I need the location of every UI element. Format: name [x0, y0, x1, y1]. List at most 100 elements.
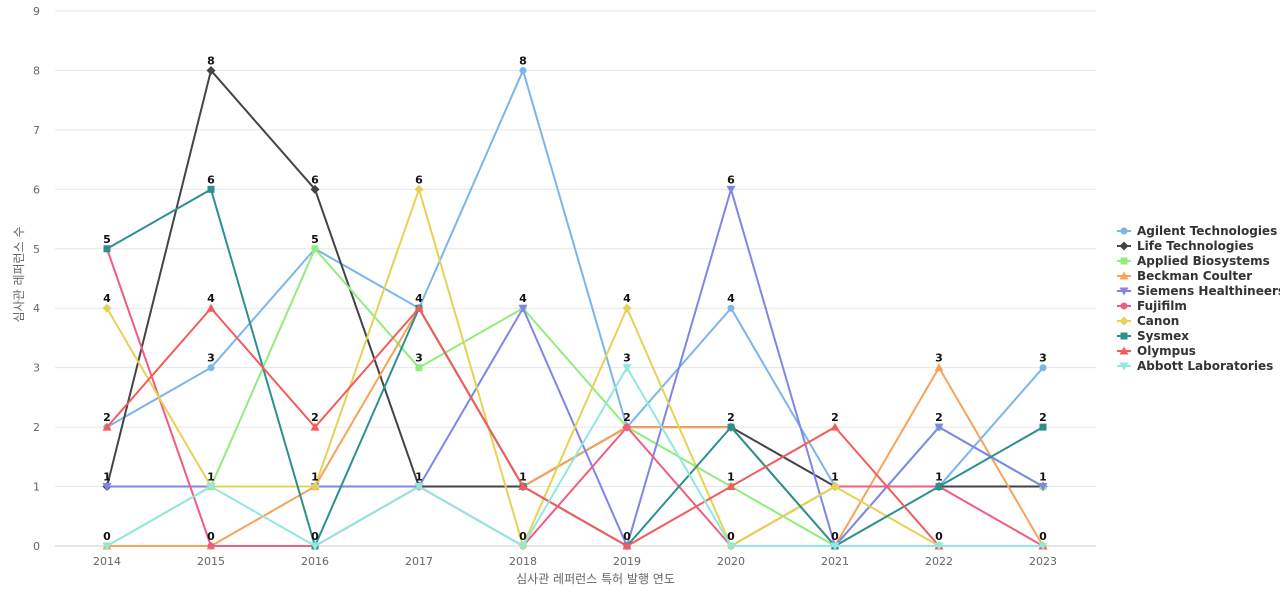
- data-point[interactable]: [102, 422, 112, 431]
- data-point[interactable]: [726, 482, 736, 491]
- data-label: 2: [831, 411, 839, 424]
- legend-label: Fujifilm: [1137, 299, 1187, 313]
- data-point[interactable]: [1038, 542, 1048, 551]
- data-label: 6: [311, 173, 319, 186]
- x-tick-label: 2016: [301, 555, 329, 568]
- legend-marker: [1119, 316, 1129, 326]
- data-point[interactable]: [830, 542, 840, 551]
- y-tick-label: 6: [33, 183, 40, 196]
- data-point[interactable]: [102, 542, 112, 551]
- data-label: 5: [103, 233, 111, 246]
- legend-item[interactable]: Olympus: [1117, 344, 1196, 358]
- legend-item[interactable]: Life Technologies: [1117, 239, 1254, 253]
- data-point[interactable]: [519, 66, 527, 74]
- data-point[interactable]: [727, 423, 735, 431]
- data-point[interactable]: [311, 245, 319, 253]
- data-label: 0: [727, 530, 735, 543]
- legend-item[interactable]: Beckman Coulter: [1117, 269, 1252, 283]
- data-point[interactable]: [623, 423, 631, 431]
- data-label: 0: [519, 530, 527, 543]
- legend-item[interactable]: Siemens Healthineers: [1117, 284, 1280, 298]
- data-point[interactable]: [206, 483, 216, 492]
- data-point[interactable]: [206, 303, 216, 312]
- data-point[interactable]: [1039, 423, 1047, 431]
- y-tick-label: 7: [33, 124, 40, 137]
- data-point[interactable]: [622, 364, 632, 373]
- legend-item[interactable]: Fujifilm: [1117, 299, 1187, 313]
- data-label: 8: [207, 54, 215, 67]
- data-point[interactable]: [207, 185, 215, 193]
- y-tick-label: 4: [33, 302, 40, 315]
- data-label: 2: [1039, 411, 1047, 424]
- data-point[interactable]: [207, 364, 215, 372]
- data-label: 2: [935, 411, 943, 424]
- x-tick-label: 2019: [613, 555, 641, 568]
- legend-item[interactable]: Applied Biosystems: [1117, 254, 1270, 268]
- series-layer: [102, 65, 1048, 551]
- data-point[interactable]: [830, 422, 840, 431]
- data-point[interactable]: [1039, 364, 1047, 372]
- data-label: 2: [311, 411, 319, 424]
- series-olympus[interactable]: [102, 303, 1048, 550]
- data-point[interactable]: [726, 542, 736, 551]
- data-point[interactable]: [1038, 483, 1048, 492]
- data-point[interactable]: [934, 423, 944, 432]
- data-label: 3: [935, 352, 943, 365]
- data-point[interactable]: [518, 542, 528, 551]
- data-label: 4: [207, 292, 215, 305]
- data-label: 2: [103, 411, 111, 424]
- legend-item[interactable]: Canon: [1117, 314, 1179, 328]
- data-label: 4: [103, 292, 111, 305]
- legend-item[interactable]: Sysmex: [1117, 329, 1189, 343]
- legend-label: Abbott Laboratories: [1137, 359, 1273, 373]
- data-label: 0: [831, 530, 839, 543]
- data-point[interactable]: [622, 541, 632, 550]
- y-tick-label: 3: [33, 362, 40, 375]
- data-point[interactable]: [727, 304, 735, 312]
- legend-marker: [1119, 346, 1129, 355]
- data-point[interactable]: [414, 483, 424, 492]
- legend-marker: [1119, 287, 1129, 296]
- data-point[interactable]: [830, 482, 840, 492]
- data-point[interactable]: [206, 65, 216, 75]
- data-point[interactable]: [622, 303, 632, 313]
- data-point[interactable]: [414, 303, 424, 312]
- legend-label: Beckman Coulter: [1137, 269, 1252, 283]
- data-point[interactable]: [310, 482, 320, 492]
- data-point[interactable]: [726, 185, 736, 194]
- data-point[interactable]: [934, 542, 944, 551]
- data-point[interactable]: [103, 245, 111, 253]
- y-tick-label: 8: [33, 64, 40, 77]
- legend-marker: [1120, 332, 1128, 340]
- data-label: 2: [623, 411, 631, 424]
- data-label: 4: [623, 292, 631, 305]
- data-point[interactable]: [310, 422, 320, 431]
- y-tick-label: 2: [33, 421, 40, 434]
- data-point[interactable]: [310, 542, 320, 551]
- data-point[interactable]: [102, 483, 112, 492]
- x-tick-label: 2015: [197, 555, 225, 568]
- data-point[interactable]: [518, 304, 528, 313]
- legend-marker: [1120, 257, 1128, 265]
- data-point[interactable]: [935, 483, 943, 491]
- data-point[interactable]: [207, 542, 215, 550]
- data-label: 1: [311, 471, 319, 484]
- data-label: 1: [935, 471, 943, 484]
- data-point[interactable]: [414, 184, 424, 194]
- data-labels: 0 1 2 4 5 0 1 3 4 6 8 0 1 2 5 6 1 3 4 6 0 1 4 8 0 2 3 4 0 1 2 4 6 0 1 2 0 1 2 3…: [103, 54, 1047, 543]
- data-point[interactable]: [934, 363, 944, 372]
- series-line: [106, 69, 1044, 488]
- series-fujifilm[interactable]: [103, 245, 1047, 550]
- legend-item[interactable]: Abbott Laboratories: [1117, 359, 1273, 373]
- data-point[interactable]: [518, 482, 528, 491]
- data-label: 6: [207, 173, 215, 186]
- data-label: 0: [1039, 530, 1047, 543]
- series-abbott-laboratories[interactable]: [102, 364, 1048, 551]
- data-point[interactable]: [310, 184, 320, 194]
- legend-item[interactable]: Agilent Technologies: [1117, 224, 1277, 238]
- data-point[interactable]: [102, 303, 112, 313]
- series-applied-biosystems[interactable]: [103, 245, 1047, 550]
- data-point[interactable]: [415, 364, 423, 372]
